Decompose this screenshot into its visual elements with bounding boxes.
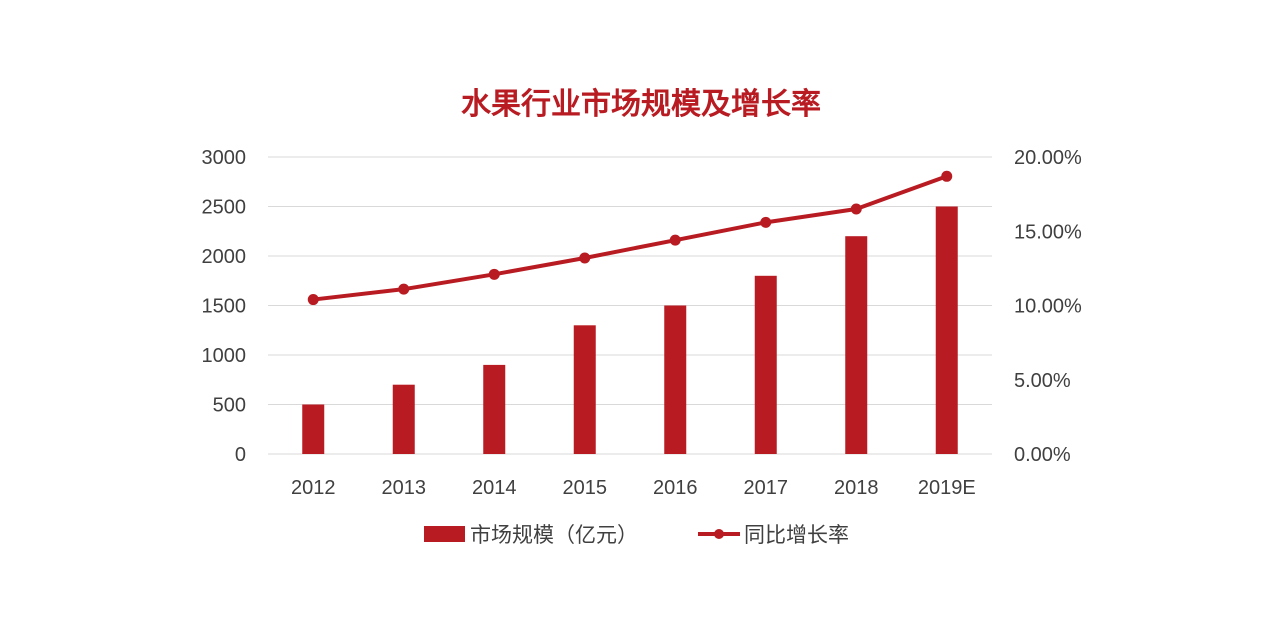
x-tick-label: 2015	[563, 477, 608, 499]
bar	[664, 305, 687, 454]
left-axis: 0 500 1000 1500 2000 2500 3000	[202, 147, 247, 466]
bar	[392, 384, 415, 454]
chart-title: 水果行业市场规模及增长率	[461, 87, 821, 122]
bar	[754, 275, 777, 454]
left-tick-label: 1500	[202, 296, 247, 318]
legend: 市场规模（亿元） 同比增长率	[424, 523, 849, 547]
line-point	[850, 203, 862, 215]
left-tick-label: 2000	[202, 246, 247, 268]
bar	[573, 325, 596, 454]
line-point	[669, 234, 681, 246]
left-tick-label: 500	[213, 395, 246, 417]
x-tick-label: 2014	[472, 477, 517, 499]
x-tick-label: 2013	[382, 477, 427, 499]
right-tick-label: 5.00%	[1014, 370, 1071, 392]
x-axis: 2012 2013 2014 2015 2016 2017 2018 2019E	[291, 477, 976, 499]
left-tick-label: 0	[235, 444, 246, 466]
line-point	[307, 294, 319, 306]
right-tick-label: 10.00%	[1014, 296, 1082, 318]
bar	[935, 206, 958, 454]
legend-bar-label: 市场规模（亿元）	[470, 523, 638, 547]
right-tick-label: 0.00%	[1014, 444, 1071, 466]
bar-series	[302, 206, 958, 454]
gridlines	[268, 156, 992, 455]
growth-rate-line	[313, 174, 948, 302]
line-series	[307, 170, 953, 306]
x-tick-label: 2012	[291, 477, 336, 499]
left-tick-label: 3000	[202, 147, 247, 169]
x-tick-label: 2019E	[918, 477, 976, 499]
right-axis: 0.00% 5.00% 10.00% 15.00% 20.00%	[1014, 147, 1082, 466]
line-point	[941, 170, 953, 182]
bar	[483, 364, 506, 454]
bar	[845, 236, 868, 454]
x-tick-label: 2017	[744, 477, 789, 499]
x-tick-label: 2016	[653, 477, 698, 499]
line-point	[488, 268, 500, 280]
line-point	[398, 283, 410, 295]
legend-line-label: 同比增长率	[744, 523, 849, 547]
left-tick-label: 1000	[202, 345, 247, 367]
legend-line-marker	[714, 529, 724, 539]
legend-bar-swatch	[424, 526, 465, 542]
line-point	[760, 216, 772, 228]
right-tick-label: 20.00%	[1014, 147, 1082, 169]
x-tick-label: 2018	[834, 477, 879, 499]
right-tick-label: 15.00%	[1014, 221, 1082, 243]
bar	[302, 404, 325, 454]
line-point	[579, 252, 591, 264]
left-tick-label: 2500	[202, 197, 247, 219]
